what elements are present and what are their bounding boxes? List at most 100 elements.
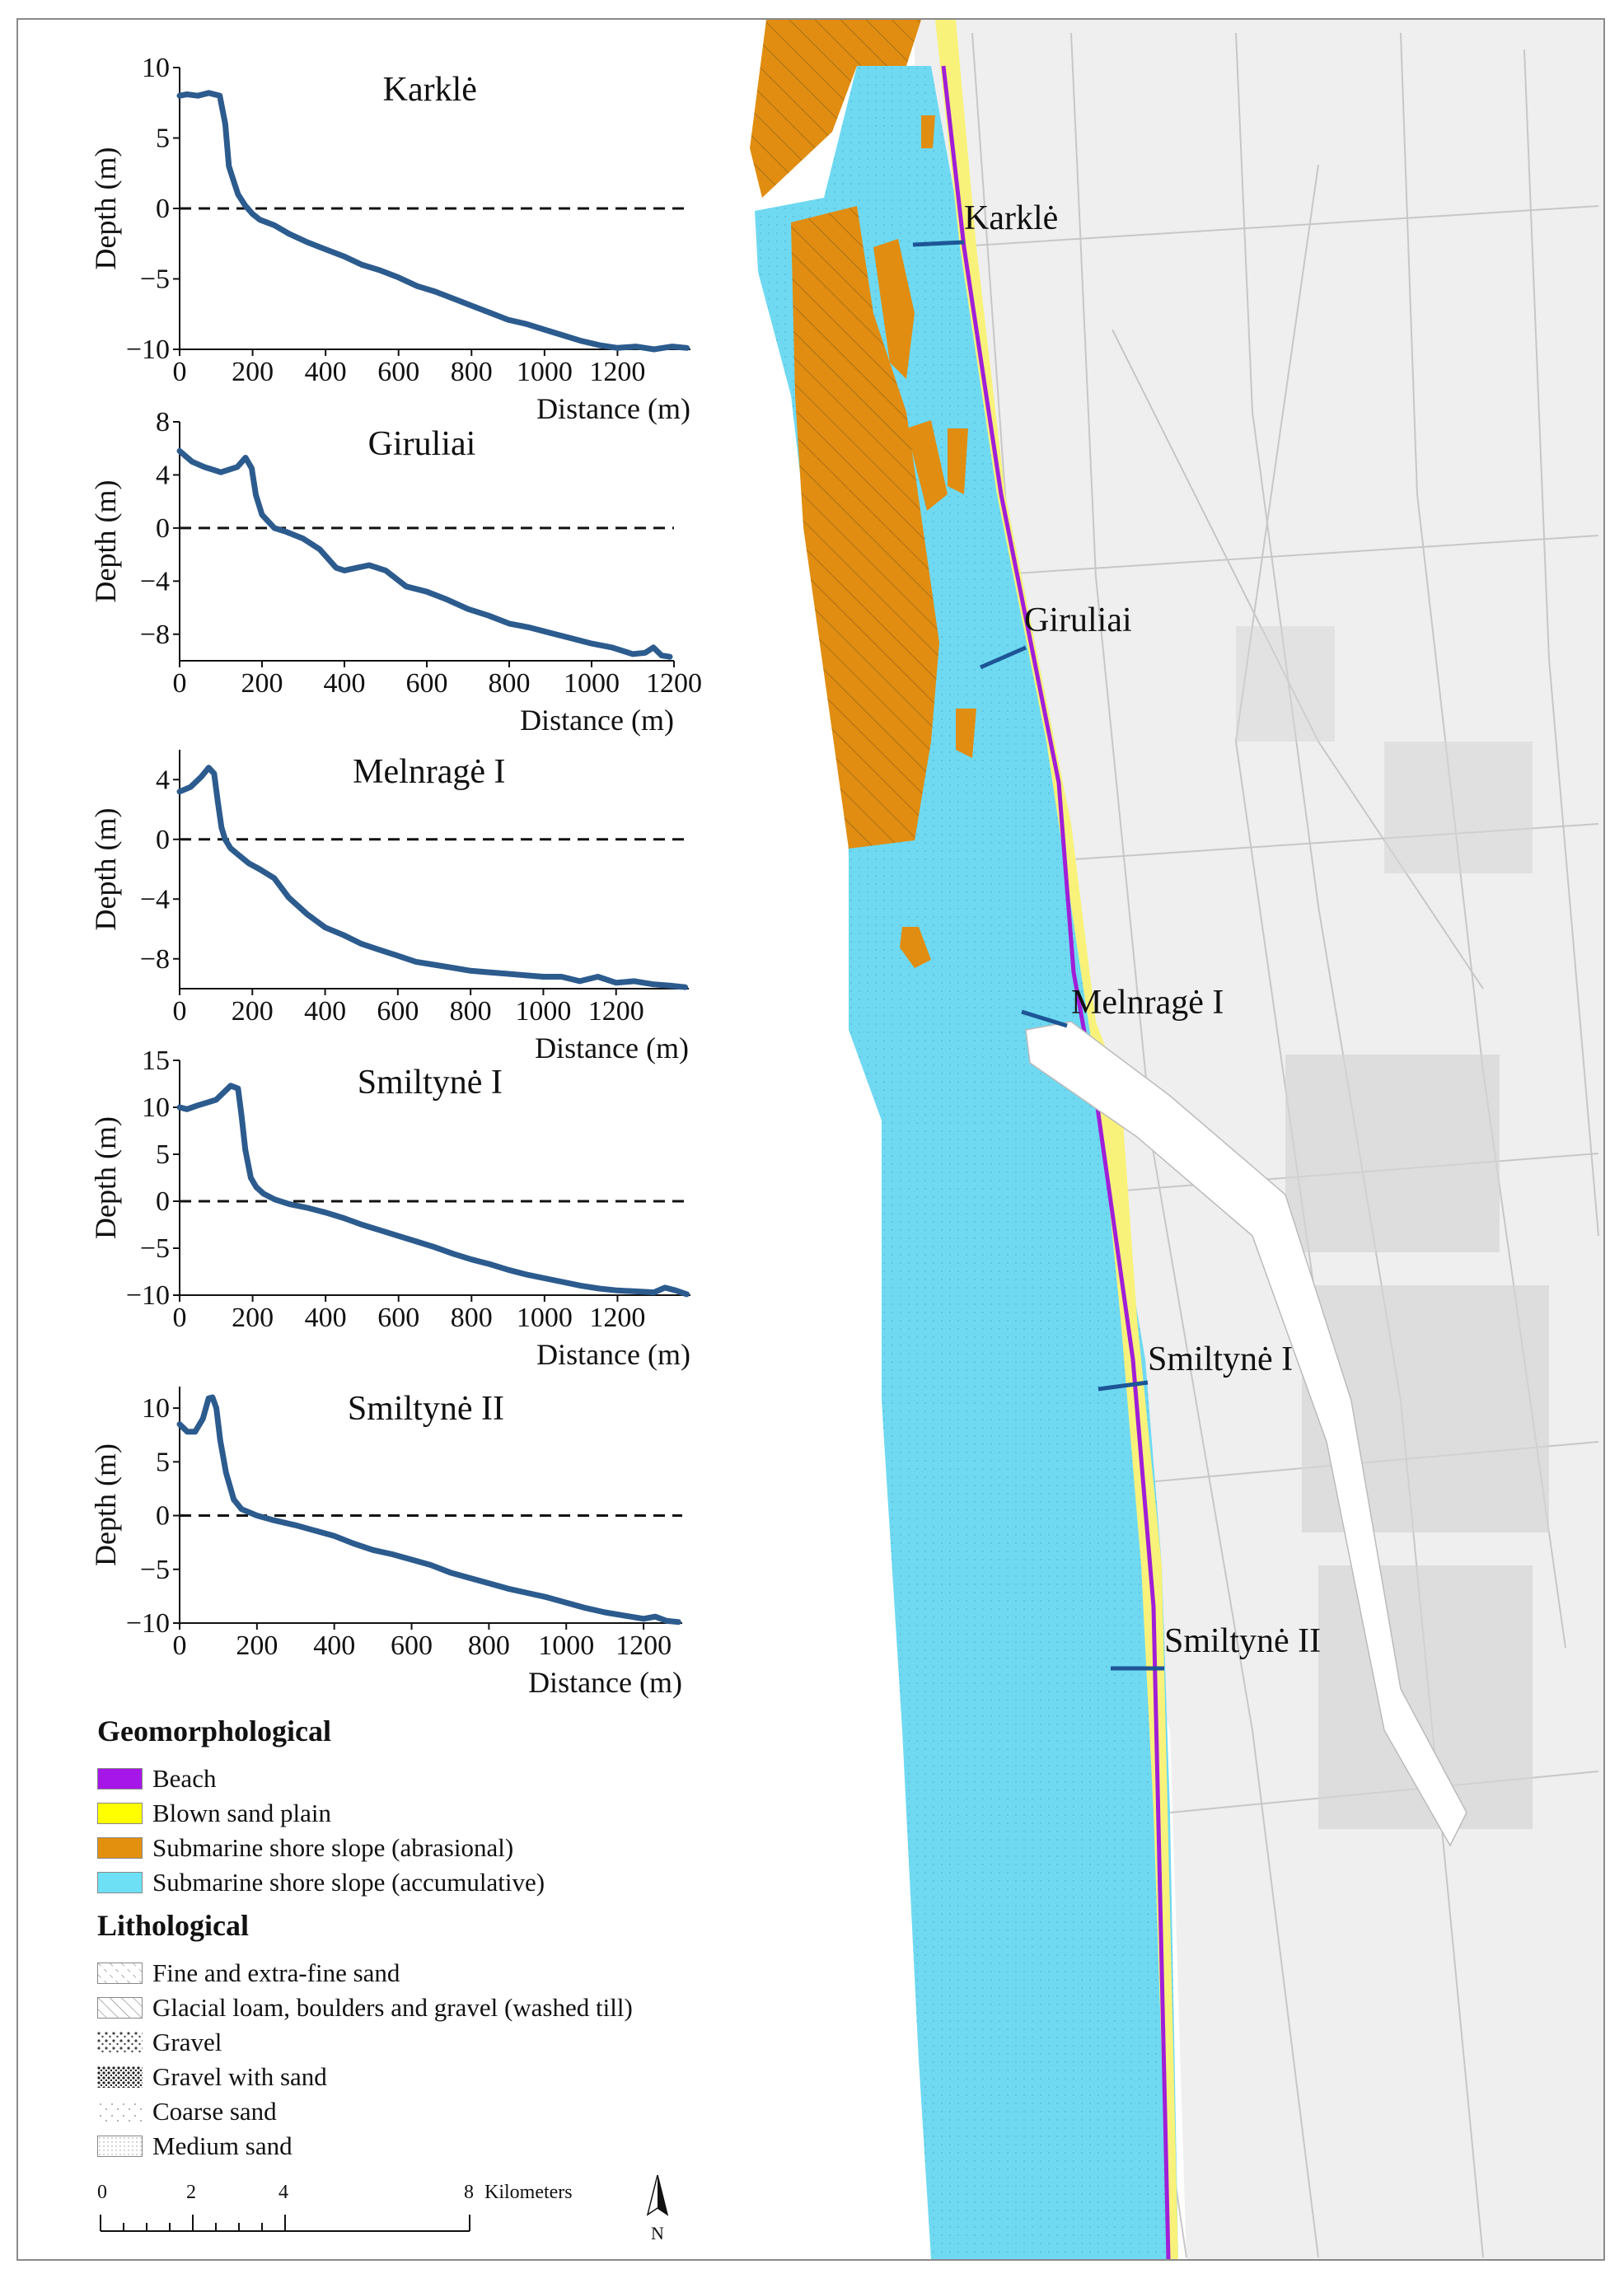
y-tick-label: 10	[142, 1092, 170, 1123]
y-tick-label: 5	[156, 1447, 170, 1477]
x-tick-label: 0	[173, 996, 187, 1027]
y-tick-label: 10	[142, 1393, 170, 1424]
legend-label: Submarine shore slope (abrasional)	[152, 1833, 514, 1862]
y-tick-label: −10	[126, 1608, 170, 1639]
legend-item: Beach	[97, 1761, 773, 1796]
y-tick-label: −5	[140, 1233, 170, 1264]
profile-chart-4: −10 −5 0 5 10 0 200 400 600 800 1000 1200 Smiltynė I…	[89, 1387, 682, 1699]
legend-item: Submarine shore slope (accumulative)	[97, 1865, 773, 1900]
x-axis-label: Distance (m)	[536, 1338, 690, 1371]
y-tick-label: −5	[140, 264, 170, 295]
profile-chart-0: −10 −5 0 5 10 0 200 400 600 800 1000 1200 Karklė Dist…	[89, 53, 690, 425]
y-tick-label: −4	[140, 566, 170, 596]
x-tick-label: 600	[406, 668, 448, 699]
y-tick-label: −10	[126, 1280, 170, 1311]
chart-title: Smiltynė II	[348, 1390, 504, 1428]
y-axis-label: Depth (m)	[89, 808, 122, 931]
legend-swatch-fine-sand	[97, 1963, 143, 1984]
x-axis-label: Distance (m)	[536, 392, 690, 425]
x-tick-label: 1000	[515, 996, 571, 1027]
y-tick-label: −4	[140, 884, 170, 915]
figure-frame	[16, 18, 1605, 2261]
legend-item: Blown sand plain	[97, 1796, 773, 1831]
x-tick-label: 400	[324, 668, 366, 699]
map-label-giruliai: Giruliai	[1024, 601, 1132, 639]
legend-geomorphological-list: Beach Blown sand plain Submarine shore s…	[97, 1761, 773, 1900]
y-tick-label: −10	[126, 334, 170, 365]
x-tick-label: 200	[236, 1630, 278, 1661]
y-axis-label: Depth (m)	[89, 1116, 122, 1239]
depth-profile-line	[176, 1083, 690, 1298]
chart-title: Giruliai	[368, 425, 476, 463]
x-tick-label: 400	[305, 357, 347, 387]
y-tick-label: 0	[156, 1501, 170, 1532]
legend-swatch-abrasional	[97, 1837, 143, 1859]
profile-transects	[912, 240, 1164, 1671]
scale-tick-8: 8	[464, 2182, 474, 2203]
y-tick-label: 0	[156, 194, 170, 224]
abrasional-zone	[750, 20, 976, 968]
harbour-channel	[1025, 1021, 1467, 1847]
legend-lithological-list: Fine and extra-fine sand Glacial loam, b…	[97, 1956, 773, 2164]
x-tick-label: 0	[173, 1303, 187, 1333]
legend-label: Beach	[152, 1764, 217, 1793]
y-tick-label: 0	[156, 1186, 170, 1217]
scale-tick-0: 0	[97, 2182, 107, 2203]
map-label-smiltyne2: Smiltynė II	[1164, 1622, 1321, 1660]
x-tick-label: 1000	[517, 1303, 573, 1333]
legend-label: Fine and extra-fine sand	[152, 1958, 400, 1987]
y-tick-label: −8	[140, 620, 170, 650]
map-legend: Geomorphological Beach Blown sand plain …	[97, 1714, 773, 2164]
profile-chart-3: −10 −5 0 5 10 15 0 200 400 600 800 1000 1200 Smiltynė…	[89, 1046, 690, 1371]
legend-label: Glacial loam, boulders and gravel (washe…	[152, 1993, 633, 2022]
map-label-melnrage: Melnragė I	[1071, 984, 1224, 1022]
x-axis-label: Distance (m)	[520, 704, 674, 737]
x-tick-label: 1200	[646, 668, 702, 699]
y-tick-label: 0	[156, 825, 170, 855]
chart-title: Karklė	[383, 71, 477, 109]
x-tick-label: 0	[173, 668, 187, 699]
x-tick-label: 800	[489, 668, 531, 699]
legend-swatch-medium-sand	[97, 2136, 143, 2157]
x-tick-label: 200	[232, 996, 274, 1027]
x-axis-label: Distance (m)	[528, 1666, 682, 1699]
y-axis-label: Depth (m)	[89, 480, 122, 603]
legend-label: Blown sand plain	[152, 1799, 331, 1827]
scale-unit: Kilometers	[484, 2182, 573, 2203]
x-tick-label: 400	[304, 996, 346, 1027]
x-tick-label: 1200	[588, 996, 644, 1027]
legend-label: Coarse sand	[152, 2097, 277, 2126]
legend-swatch-accumulative	[97, 1872, 143, 1893]
profile-chart-2: −8 −4 0 4 0 200 400 600 800 1000 1200 Melnragė I Dis…	[89, 750, 689, 1064]
map-label-smiltyne1: Smiltynė I	[1148, 1340, 1293, 1378]
y-axis-label: Depth (m)	[89, 1443, 122, 1566]
north-arrow-icon: N	[646, 2175, 669, 2243]
x-tick-label: 1200	[615, 1630, 672, 1661]
legend-swatch-washed-till	[97, 1997, 143, 2019]
map-label-karkle: Karklė	[964, 199, 1058, 237]
x-tick-label: 1200	[589, 357, 645, 387]
x-tick-label: 600	[391, 1630, 433, 1661]
chart-title: Melnragė I	[353, 753, 505, 791]
depth-profile-line	[176, 1394, 681, 1626]
depth-profile-line	[176, 90, 690, 353]
scale-line	[100, 2215, 470, 2232]
x-tick-label: 400	[305, 1303, 347, 1333]
y-tick-label: 10	[142, 53, 170, 83]
x-tick-label: 1200	[589, 1303, 645, 1333]
x-tick-label: 400	[313, 1630, 355, 1661]
x-tick-label: 600	[377, 996, 419, 1027]
scale-tick-4: 4	[278, 2182, 288, 2203]
chart-title: Smiltynė I	[358, 1064, 503, 1102]
legend-label: Submarine shore slope (accumulative)	[152, 1868, 545, 1897]
x-tick-label: 1000	[538, 1630, 594, 1661]
y-tick-label: 5	[156, 124, 170, 154]
scale-tick-2: 2	[186, 2182, 196, 2203]
legend-item: Submarine shore slope (abrasional)	[97, 1831, 773, 1865]
north-label: N	[651, 2223, 664, 2243]
y-tick-label: 8	[156, 407, 170, 437]
legend-item: Gravel	[97, 2025, 773, 2060]
legend-swatch-beach	[97, 1768, 143, 1789]
x-tick-label: 800	[450, 996, 492, 1027]
